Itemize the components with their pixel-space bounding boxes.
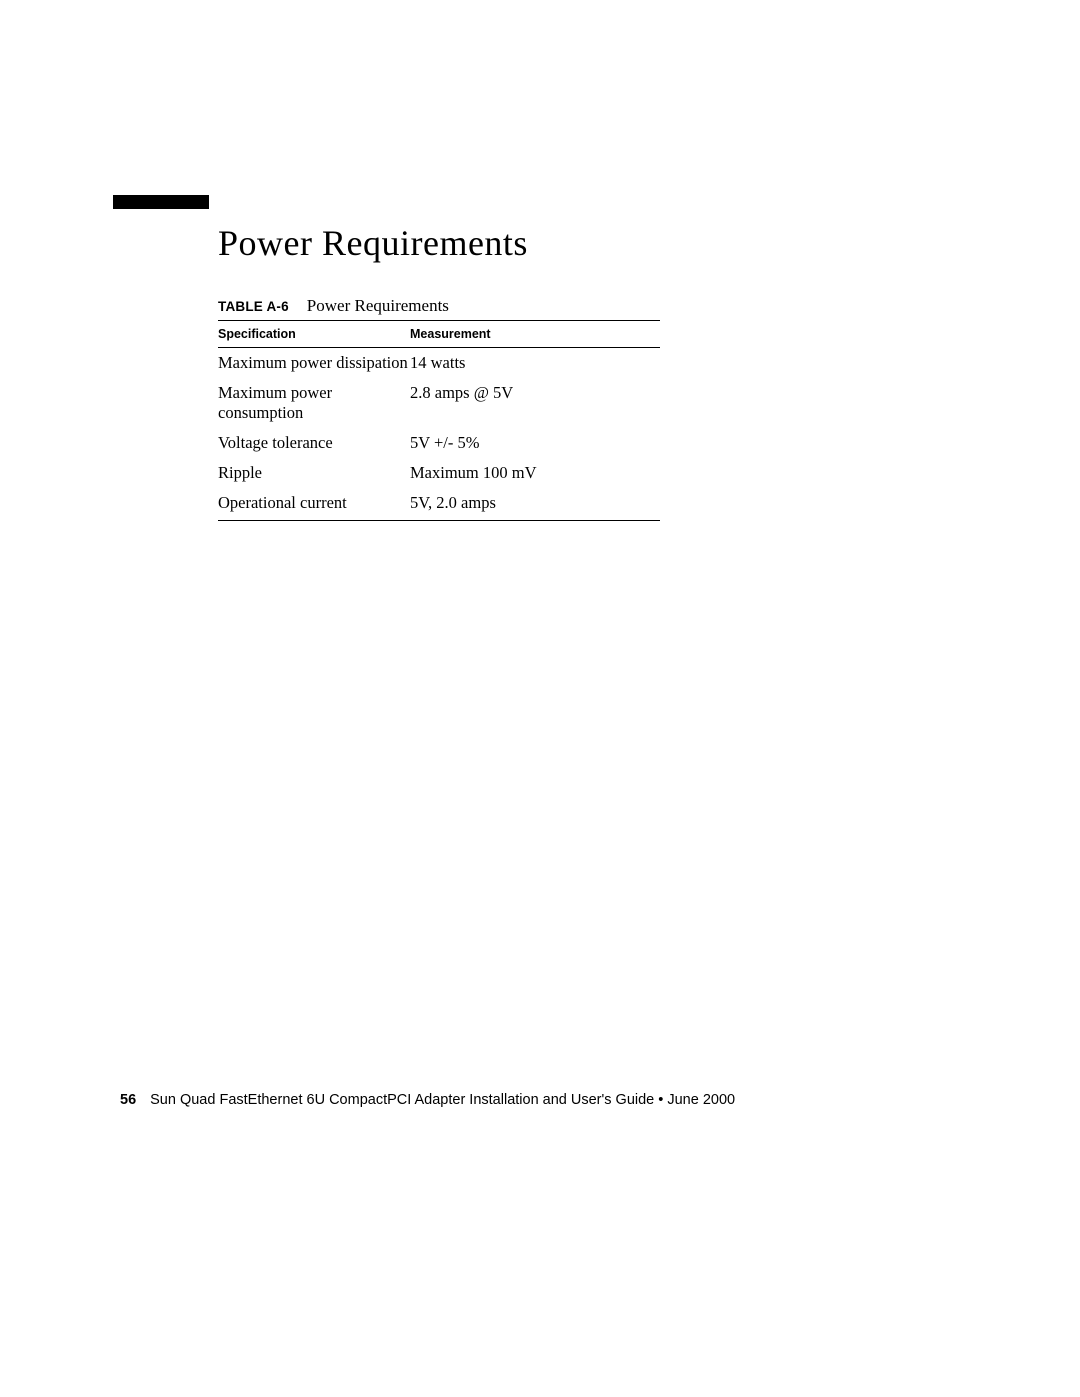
cell-measurement: Maximum 100 mV xyxy=(410,458,660,488)
table-row: Ripple Maximum 100 mV xyxy=(218,458,660,488)
table-row: Operational current 5V, 2.0 amps xyxy=(218,488,660,521)
section-heading: Power Requirements xyxy=(218,222,528,264)
page-footer: 56 Sun Quad FastEthernet 6U CompactPCI Ad… xyxy=(120,1092,735,1108)
table-caption: TABLE A-6 Power Requirements xyxy=(218,296,449,316)
cell-measurement: 5V, 2.0 amps xyxy=(410,488,660,521)
page: Power Requirements TABLE A-6 Power Requi… xyxy=(0,0,1080,1397)
cell-specification: Ripple xyxy=(218,458,410,488)
table-caption-title: Power Requirements xyxy=(307,296,449,315)
table-row: Voltage tolerance 5V +/- 5% xyxy=(218,428,660,458)
cell-specification: Operational current xyxy=(218,488,410,521)
cell-specification: Voltage tolerance xyxy=(218,428,410,458)
column-header-measurement: Measurement xyxy=(410,321,660,348)
column-header-specification: Specification xyxy=(218,321,410,348)
table-caption-label: TABLE A-6 xyxy=(218,299,289,314)
cell-specification: Maximum power dissipation xyxy=(218,348,410,379)
table-row: Maximum power consumption 2.8 amps @ 5V xyxy=(218,378,660,428)
section-bar xyxy=(113,195,209,209)
footer-text: Sun Quad FastEthernet 6U CompactPCI Adap… xyxy=(150,1092,735,1108)
cell-measurement: 14 watts xyxy=(410,348,660,379)
cell-measurement: 5V +/- 5% xyxy=(410,428,660,458)
cell-measurement: 2.8 amps @ 5V xyxy=(410,378,660,428)
cell-specification: Maximum power consumption xyxy=(218,378,410,428)
table-header-row: Specification Measurement xyxy=(218,321,660,348)
table-row: Maximum power dissipation 14 watts xyxy=(218,348,660,379)
page-number: 56 xyxy=(120,1092,136,1108)
power-requirements-table: Specification Measurement Maximum power … xyxy=(218,320,660,521)
